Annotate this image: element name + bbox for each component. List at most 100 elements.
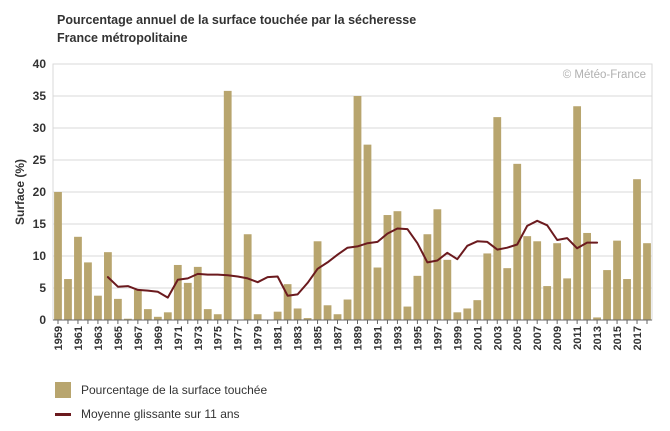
bar: [203, 309, 212, 320]
bar: [94, 295, 102, 320]
x-tick-label: 1999: [452, 326, 464, 350]
bar: [543, 286, 552, 320]
bar: [573, 106, 582, 321]
legend-bar-label: Pourcentage de la surface touchée: [81, 383, 268, 397]
bar: [74, 236, 82, 320]
chart-title: Pourcentage annuel de la surface touchée…: [57, 13, 417, 27]
chart-subtitle: France métropolitaine: [57, 31, 188, 45]
x-tick-label: 1963: [93, 326, 105, 350]
legend-item-bars: Pourcentage de la surface touchée: [55, 378, 267, 402]
bar: [64, 279, 72, 320]
y-tick-label: 0: [39, 313, 46, 327]
x-tick-label: 1969: [153, 326, 165, 350]
bar: [443, 259, 452, 320]
legend-line-swatch: [55, 412, 71, 416]
x-tick-label: 2011: [572, 326, 584, 350]
bar: [383, 215, 392, 320]
bar: [243, 234, 252, 320]
x-tick-label: 1985: [313, 326, 325, 350]
y-tick-label: 35: [33, 89, 47, 103]
bar: [523, 236, 532, 320]
bar: [403, 306, 412, 320]
chart-plot: 0 5 10 15 20 25 30 35 40 Surface (%) © Météo-Franc…: [13, 57, 653, 350]
x-tick-label: 1979: [253, 326, 265, 350]
x-tick-label: 1981: [273, 326, 285, 350]
x-tick-label: 2017: [632, 326, 644, 350]
x-tick-label: 1975: [213, 326, 225, 350]
bar: [613, 240, 621, 320]
moving-average-line: [106, 219, 599, 299]
bar: [173, 264, 182, 320]
bar: [353, 96, 362, 320]
bar: [413, 275, 422, 320]
x-tick-label: 1961: [73, 326, 85, 350]
bar: [143, 309, 152, 320]
credit-text: © Météo-France: [563, 69, 646, 81]
chart-title-block: Pourcentage annuel de la surface touchée…: [57, 11, 416, 47]
x-tick-label: 2001: [472, 326, 484, 350]
x-tick-label: 1977: [233, 326, 245, 350]
bar: [133, 289, 142, 320]
bar: [493, 117, 502, 321]
y-tick-label: 30: [33, 121, 47, 135]
bar: [153, 316, 162, 320]
bar: [84, 262, 92, 320]
bar: [533, 241, 542, 320]
y-tick-label: 40: [33, 57, 47, 71]
x-tick-label: 1983: [293, 326, 305, 350]
y-axis-label: Surface (%): [13, 159, 27, 225]
bar: [283, 284, 292, 320]
legend-line-label: Moyenne glissante sur 11 ans: [81, 407, 240, 421]
bar: [163, 312, 172, 320]
chart-legend: Pourcentage de la surface touchée Moyenn…: [55, 378, 267, 426]
bar: [213, 314, 222, 320]
y-tick-label: 25: [33, 153, 47, 167]
bar: [54, 192, 62, 320]
bar: [113, 298, 122, 320]
x-tick-label: 1971: [173, 326, 185, 350]
bar: [433, 209, 442, 320]
legend-bar-swatch: [55, 382, 71, 398]
bar: [423, 234, 432, 320]
bar: [363, 144, 372, 320]
x-tick-label: 2007: [532, 326, 544, 350]
bar: [273, 311, 282, 320]
bar: [373, 267, 382, 320]
y-tick-label: 10: [33, 249, 47, 263]
legend-item-line: Moyenne glissante sur 11 ans: [55, 402, 267, 426]
x-tick-label: 1987: [333, 326, 345, 350]
bar: [583, 232, 592, 320]
y-tick-label: 5: [39, 281, 46, 295]
bar: [193, 266, 202, 320]
bar: [623, 279, 631, 320]
bar: [593, 317, 601, 320]
bar: [393, 211, 402, 320]
x-tick-label: 1997: [432, 326, 444, 350]
bar: [313, 241, 322, 320]
x-tick-label: 2015: [612, 326, 624, 350]
bar: [253, 314, 262, 320]
bar: [513, 163, 522, 320]
y-tick-label: 20: [33, 185, 47, 199]
bar: [463, 308, 472, 320]
bar: [333, 314, 342, 320]
x-tick-label: 1989: [352, 326, 364, 350]
x-tick-label: 2003: [492, 326, 504, 350]
x-tick-label: 1991: [372, 326, 384, 350]
bar: [563, 278, 572, 320]
x-tick-label: 2005: [512, 326, 524, 350]
bar: [223, 90, 232, 320]
x-tick-label: 1993: [392, 326, 404, 350]
x-tick-label: 1967: [133, 326, 145, 350]
x-tick-label: 2013: [592, 326, 604, 350]
x-tick-label: 2009: [552, 326, 564, 350]
bar: [633, 179, 641, 320]
bar: [603, 270, 611, 320]
bar: [123, 318, 132, 320]
x-tick-label: 1965: [113, 326, 125, 350]
bar: [183, 282, 192, 320]
bar: [503, 268, 512, 320]
bar: [553, 243, 562, 320]
bar: [293, 308, 302, 320]
bar: [303, 318, 312, 320]
